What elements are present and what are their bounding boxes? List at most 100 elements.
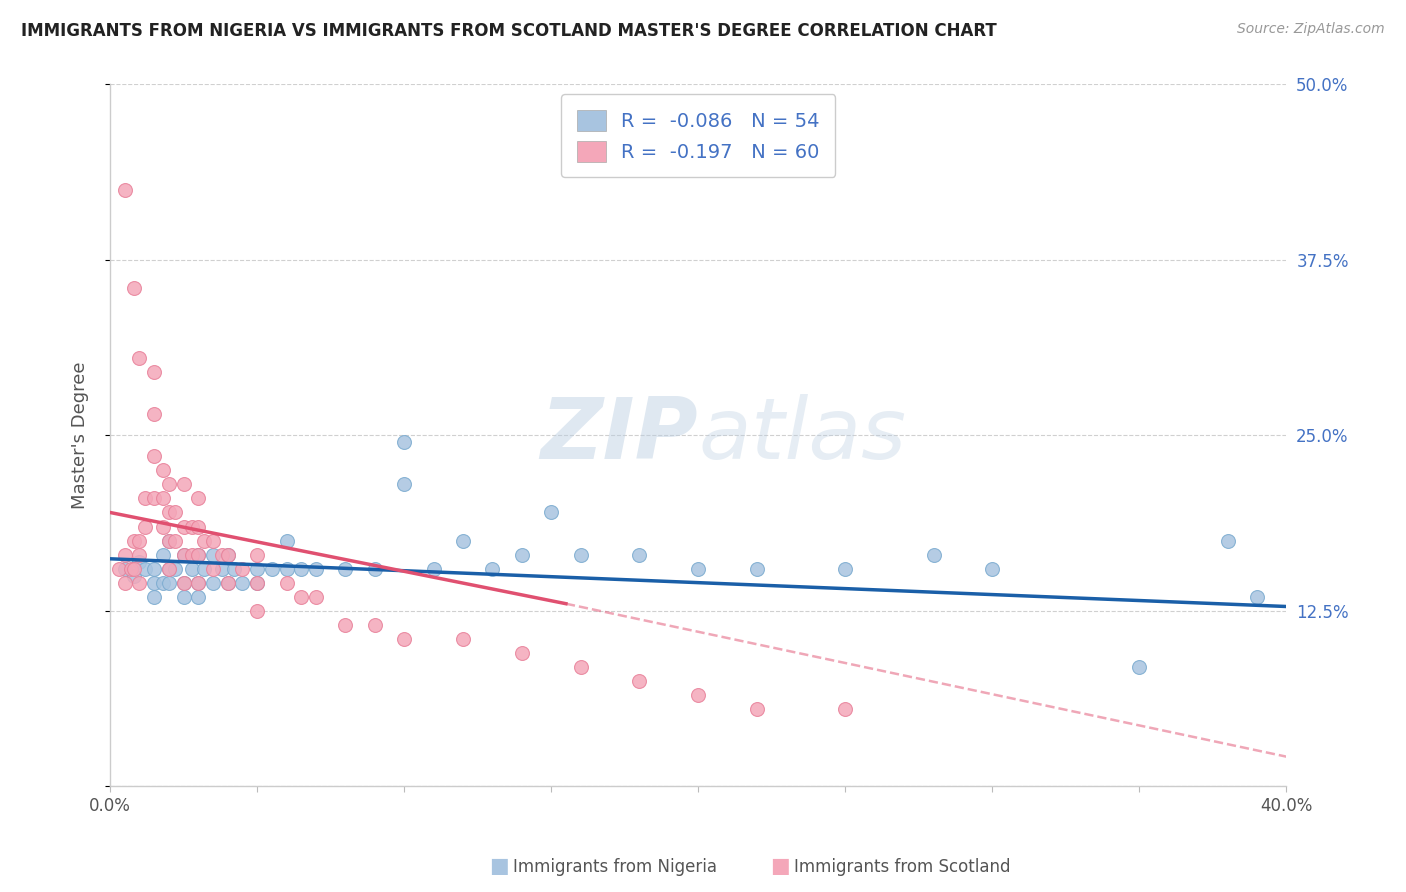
Point [128,575,150,590]
Point [143,365,166,379]
Point [217,548,239,562]
Point [569,548,592,562]
Point [152,575,174,590]
Point [481,561,503,575]
Point [628,548,651,562]
Point [922,548,945,562]
Text: atlas: atlas [699,393,907,477]
Point [246,575,269,590]
Point [335,617,357,632]
Text: ■: ■ [770,856,790,876]
Point [1246,590,1268,604]
Point [128,555,150,569]
Point [114,561,136,575]
Point [246,604,269,618]
Point [134,519,156,533]
Point [290,590,312,604]
Point [451,632,474,646]
Point [335,561,357,575]
Point [114,183,136,197]
Point [157,477,180,491]
Point [745,702,768,716]
Text: Source: ZipAtlas.com: Source: ZipAtlas.com [1237,22,1385,37]
Point [187,575,209,590]
Point [246,548,269,562]
Point [152,548,174,562]
Point [187,548,209,562]
Point [114,575,136,590]
Point [163,561,186,575]
Point [510,548,533,562]
Point [122,533,145,548]
Point [120,561,142,575]
Point [217,575,239,590]
Point [201,548,224,562]
Point [260,561,283,575]
Point [201,575,224,590]
Point [193,561,215,575]
Point [114,548,136,562]
Point [163,533,186,548]
Point [510,646,533,660]
Point [122,281,145,295]
Point [193,533,215,548]
Point [173,590,195,604]
Point [152,491,174,506]
Point [422,561,444,575]
Point [108,561,131,575]
Point [1128,660,1150,674]
Point [122,568,145,582]
Point [688,561,710,575]
Point [143,450,166,464]
Point [187,548,209,562]
Text: IMMIGRANTS FROM NIGERIA VS IMMIGRANTS FROM SCOTLAND MASTER'S DEGREE CORRELATION : IMMIGRANTS FROM NIGERIA VS IMMIGRANTS FR… [21,22,997,40]
Point [187,491,209,506]
Point [246,561,269,575]
Point [128,548,150,562]
Point [173,575,195,590]
Point [217,548,239,562]
Point [181,548,204,562]
Point [276,533,298,548]
Point [173,575,195,590]
Y-axis label: Master's Degree: Master's Degree [72,361,89,509]
Point [157,561,180,575]
Point [231,561,253,575]
Point [392,435,415,450]
Point [569,660,592,674]
Point [122,561,145,575]
Point [157,533,180,548]
Point [152,519,174,533]
Text: ■: ■ [489,856,509,876]
Point [745,561,768,575]
Point [211,548,233,562]
Point [211,561,233,575]
Point [392,477,415,491]
Legend: R =  -0.086   N = 54, R =  -0.197   N = 60: R = -0.086 N = 54, R = -0.197 N = 60 [561,95,835,178]
Point [134,561,156,575]
Point [364,617,387,632]
Point [173,477,195,491]
Point [187,590,209,604]
Text: ZIP: ZIP [541,393,699,477]
Point [157,575,180,590]
Point [231,575,253,590]
Point [143,575,166,590]
Point [217,575,239,590]
Point [290,561,312,575]
Point [201,561,224,575]
Point [246,575,269,590]
Point [981,561,1004,575]
Point [1216,533,1239,548]
Point [276,561,298,575]
Point [128,351,150,365]
Point [364,561,387,575]
Point [187,519,209,533]
Point [152,463,174,477]
Point [222,561,245,575]
Text: Immigrants from Scotland: Immigrants from Scotland [794,858,1011,876]
Point [305,590,328,604]
Point [143,491,166,506]
Point [143,590,166,604]
Point [392,632,415,646]
